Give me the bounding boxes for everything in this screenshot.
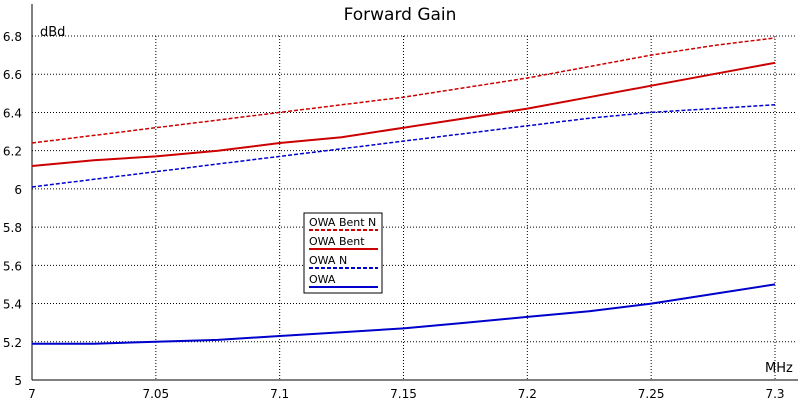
y-tick-label: 6.2 [3, 145, 22, 159]
x-tick-label: 7.05 [142, 387, 169, 400]
legend-label: OWA Bent [309, 235, 365, 248]
legend-label: OWA Bent N [309, 216, 376, 229]
x-tick-label: 7.25 [638, 387, 665, 400]
x-tick-labels: 7 7.05 7.1 7.15 7.2 7.25 7.3 [28, 387, 784, 400]
series [31, 37, 776, 345]
y-tick-label: 6.4 [3, 106, 22, 120]
series-line [32, 283, 776, 345]
y-tick-label: 6.6 [3, 68, 22, 82]
x-tick-label: 7.1 [270, 387, 289, 400]
y-tick-label: 5 [14, 374, 22, 388]
legend: OWA Bent N OWA Bent OWA N OWA [303, 212, 383, 294]
x-tick-label: 7.3 [765, 387, 784, 400]
x-axis-label: MHz [765, 361, 793, 376]
y-tick-label: 5.4 [3, 298, 22, 312]
y-tick-labels: 5 5.2 5.4 5.6 5.8 6 6.2 6.4 6.6 6.8 [3, 30, 22, 388]
y-tick-label: 5.2 [3, 336, 22, 350]
chart-title: Forward Gain [344, 5, 457, 25]
x-tick-label: 7.15 [390, 387, 417, 400]
series-line [31, 61, 776, 167]
series-line [31, 104, 776, 188]
legend-box [303, 212, 383, 294]
y-axis-label: dBd [40, 25, 65, 40]
legend-label: OWA N [309, 254, 347, 267]
x-tick-label: 7 [28, 387, 36, 400]
y-tick-label: 6.8 [3, 30, 22, 44]
grid [32, 35, 795, 380]
series-line [31, 37, 776, 144]
y-tick-label: 6 [14, 183, 22, 197]
legend-label: OWA [309, 273, 336, 286]
y-tick-label: 5.8 [3, 221, 22, 235]
y-tick-label: 5.6 [3, 259, 22, 273]
axes [31, 4, 798, 381]
x-tick-label: 7.2 [518, 387, 537, 400]
